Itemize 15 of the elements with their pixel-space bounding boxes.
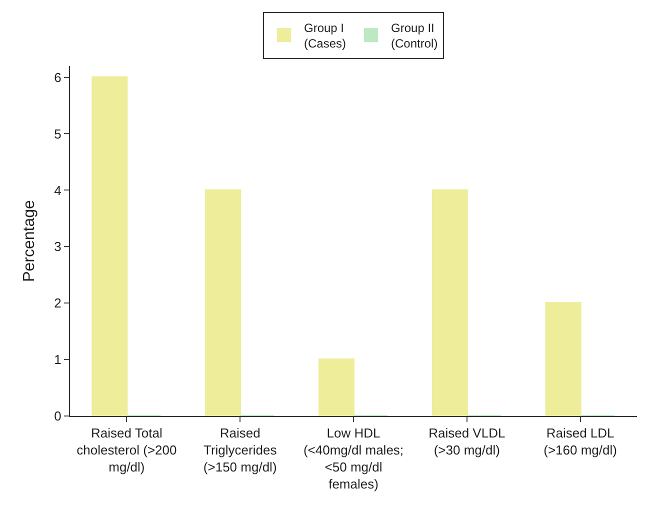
y-tick-label: 1 <box>54 352 62 368</box>
x-tick-label: Low HDL (<40mg/dl males; <50 mg/dl females) <box>303 426 404 492</box>
legend-label: Group II (Control) <box>391 20 438 51</box>
y-tick-label: 0 <box>54 408 62 424</box>
x-tick-label: Raised LDL (>160 mg/dl) <box>544 426 617 458</box>
y-axis-title: Percentage <box>21 200 38 282</box>
y-tick-label: 4 <box>54 182 62 198</box>
x-tick-label: Raised Total cholesterol (>200 mg/dl) <box>76 426 177 474</box>
y-tick-label: 2 <box>54 296 62 311</box>
y-tick-label: 3 <box>54 239 62 254</box>
x-tick-label: Raised VLDL (>30 mg/dl) <box>428 426 506 458</box>
x-tick-label: Raised Triglycerides (>150 mg/dl) <box>203 426 278 474</box>
legend-label: Group I (Cases) <box>304 20 346 51</box>
y-tick-label: 5 <box>54 126 62 142</box>
y-tick-label: 6 <box>54 70 62 85</box>
